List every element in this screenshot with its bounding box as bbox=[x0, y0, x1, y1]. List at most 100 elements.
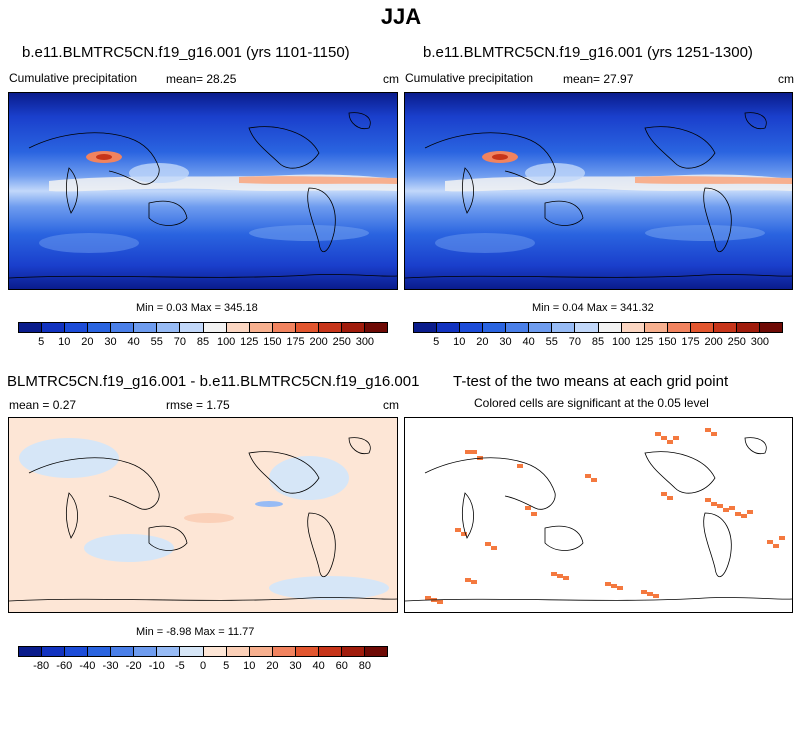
significant-cell bbox=[471, 580, 477, 584]
colorbar-swatch bbox=[667, 323, 691, 332]
significant-cell bbox=[767, 540, 773, 544]
colorbar-swatch bbox=[134, 323, 158, 332]
panel1-map bbox=[8, 92, 398, 290]
colorbar-tick-label: 5 bbox=[38, 336, 45, 348]
colorbar-swatch bbox=[759, 323, 782, 332]
colorbar-tick-label: -30 bbox=[102, 660, 119, 672]
colorbar-tick-label: 10 bbox=[453, 336, 466, 348]
colorbar-tick-label: 80 bbox=[358, 660, 371, 672]
colorbar-tick-label: -40 bbox=[79, 660, 96, 672]
colorbar-swatch bbox=[341, 647, 365, 656]
colorbar-swatch bbox=[295, 647, 319, 656]
significant-cell bbox=[465, 578, 471, 582]
colorbar-swatch bbox=[180, 323, 204, 332]
panel1-variable-label: Cumulative precipitation bbox=[9, 71, 138, 85]
panel3-map bbox=[8, 417, 398, 613]
colorbar-tick-label: 30 bbox=[289, 660, 302, 672]
significant-cell bbox=[705, 428, 711, 432]
panel2-minmax: Min = 0.04 Max = 341.32 bbox=[532, 302, 654, 314]
significant-cell bbox=[585, 474, 591, 478]
significant-cell bbox=[465, 450, 471, 454]
colorbar-swatch bbox=[157, 323, 181, 332]
colorbar-tick-label: 125 bbox=[635, 336, 654, 348]
colorbar-tick-label: 60 bbox=[335, 660, 348, 672]
significant-cell bbox=[655, 432, 661, 436]
panel2-variable-label: Cumulative precipitation bbox=[405, 71, 534, 85]
colorbar-tick-label: 0 bbox=[199, 660, 207, 672]
colorbar-swatch bbox=[19, 647, 43, 656]
colorbar-tick-label: 20 bbox=[266, 660, 279, 672]
colorbar-tick-label: 250 bbox=[332, 336, 351, 348]
panel4-title: T-test of the two means at each grid poi… bbox=[453, 373, 729, 390]
significant-cell bbox=[673, 436, 679, 440]
significant-cell bbox=[471, 450, 477, 454]
significant-cell bbox=[723, 508, 729, 512]
colorbar-tick-label: -10 bbox=[148, 660, 165, 672]
significant-cell bbox=[711, 432, 717, 436]
colorbar-tick-label: 10 bbox=[243, 660, 256, 672]
colorbar-swatch bbox=[621, 323, 645, 332]
colorbar-swatch bbox=[736, 323, 760, 332]
significant-cell bbox=[773, 544, 779, 548]
colorbar-tick-label: 20 bbox=[476, 336, 489, 348]
panel2-units: cm bbox=[778, 72, 794, 86]
colorbar-tick-label: 30 bbox=[499, 336, 512, 348]
colorbar-swatch bbox=[483, 323, 507, 332]
colorbar-tick-label: 150 bbox=[658, 336, 677, 348]
significant-cell bbox=[455, 528, 461, 532]
panel3-title: BLMTRC5CN.f19_g16.001 - b.e11.BLMTRC5CN.… bbox=[7, 373, 420, 390]
significant-cell bbox=[705, 498, 711, 502]
panel3-units: cm bbox=[383, 398, 399, 412]
colorbar-swatch bbox=[690, 323, 714, 332]
significant-cell bbox=[667, 496, 673, 500]
colorbar-swatch bbox=[364, 323, 387, 332]
panel2-mean: mean= 27.97 bbox=[563, 72, 634, 86]
significant-cell bbox=[557, 574, 563, 578]
significant-cell bbox=[485, 542, 491, 546]
panel4-subtitle: Colored cells are significant at the 0.0… bbox=[474, 396, 709, 410]
significant-cell bbox=[641, 590, 647, 594]
significant-cell bbox=[667, 440, 673, 444]
panel2-title: b.e11.BLMTRC5CN.f19_g16.001 (yrs 1251-13… bbox=[423, 44, 753, 61]
colorbar-swatch bbox=[272, 647, 296, 656]
colorbar-swatch bbox=[318, 647, 342, 656]
colorbar-swatch bbox=[19, 323, 43, 332]
colorbar-swatch bbox=[65, 647, 89, 656]
significant-cell bbox=[741, 514, 747, 518]
panel1-units: cm bbox=[383, 72, 399, 86]
colorbar-swatch bbox=[341, 323, 365, 332]
panel3-minmax: Min = -8.98 Max = 11.77 bbox=[136, 626, 255, 638]
colorbar-tick-label: 175 bbox=[681, 336, 700, 348]
panel1-title: b.e11.BLMTRC5CN.f19_g16.001 (yrs 1101-11… bbox=[22, 44, 350, 61]
panel1-colorbar bbox=[18, 322, 388, 333]
colorbar-swatch bbox=[88, 323, 112, 332]
significant-cell bbox=[531, 512, 537, 516]
colorbar-swatch bbox=[111, 647, 135, 656]
colorbar-tick-label: 55 bbox=[545, 336, 558, 348]
colorbar-tick-label: 125 bbox=[240, 336, 259, 348]
colorbar-swatch bbox=[414, 323, 438, 332]
colorbar-tick-label: 300 bbox=[750, 336, 770, 348]
significant-cell bbox=[563, 576, 569, 580]
panel1-minmax: Min = 0.03 Max = 345.18 bbox=[136, 302, 258, 314]
significant-cell bbox=[717, 504, 723, 508]
colorbar-swatch bbox=[529, 323, 553, 332]
significant-cell bbox=[605, 582, 611, 586]
colorbar-swatch bbox=[203, 323, 227, 332]
colorbar-tick-label: -20 bbox=[125, 660, 142, 672]
panel3-mean: mean = 0.27 bbox=[9, 398, 77, 412]
significant-cell bbox=[617, 586, 623, 590]
panel1-mean: mean= 28.25 bbox=[166, 72, 237, 86]
colorbar-tick-label: 30 bbox=[104, 336, 117, 348]
colorbar-tick-label: 150 bbox=[263, 336, 282, 348]
panel4-map bbox=[404, 417, 793, 613]
colorbar-swatch bbox=[88, 647, 112, 656]
colorbar-tick-label: 70 bbox=[568, 336, 581, 348]
colorbar-tick-label: 175 bbox=[286, 336, 305, 348]
colorbar-swatch bbox=[272, 323, 296, 332]
colorbar-tick-label: -80 bbox=[33, 660, 50, 672]
colorbar-tick-label: 85 bbox=[591, 336, 605, 348]
colorbar-tick-label: 55 bbox=[150, 336, 163, 348]
colorbar-swatch bbox=[295, 323, 319, 332]
colorbar-tick-label: -60 bbox=[56, 660, 73, 672]
